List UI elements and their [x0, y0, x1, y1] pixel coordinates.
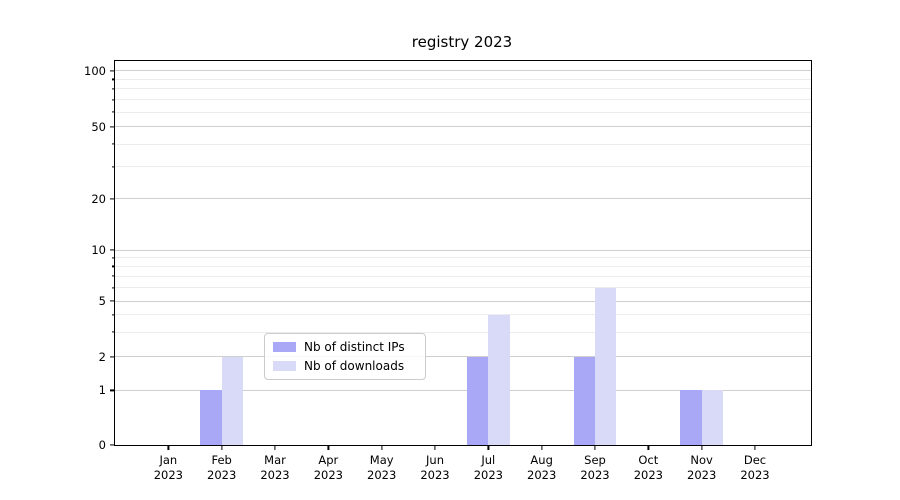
bar-distinct-ips [573, 356, 595, 445]
x-tick-label: Sep 2023 [580, 453, 610, 482]
y-tick-label: 50 [91, 119, 106, 134]
legend: Nb of distinct IPs Nb of downloads [264, 333, 426, 380]
x-tick-mark [434, 445, 436, 450]
minor-gridline [115, 99, 811, 101]
x-tick-label: Jun 2023 [420, 453, 450, 482]
y-minor-tick-mark [112, 143, 115, 145]
bar-downloads [221, 356, 243, 445]
legend-swatch-distinct-ips [273, 342, 296, 352]
x-tick-mark [381, 445, 383, 450]
x-tick-label: May 2023 [367, 453, 397, 482]
y-minor-tick-mark [112, 313, 115, 316]
x-tick-label: Nov 2023 [687, 453, 717, 482]
minor-gridline [115, 78, 811, 80]
y-tick-label: 2 [98, 349, 106, 364]
major-gridline [115, 70, 811, 72]
y-tick-label: 10 [91, 243, 106, 257]
bar-distinct-ips [467, 356, 489, 445]
y-tick-mark [110, 198, 115, 200]
bar-downloads [595, 287, 617, 445]
y-tick-label: 5 [98, 294, 106, 308]
x-tick-label: Aug 2023 [527, 453, 557, 482]
x-tick-mark [167, 445, 169, 450]
minor-gridline [115, 275, 811, 277]
x-tick-mark [754, 445, 756, 450]
major-gridline [115, 198, 811, 200]
bar-distinct-ips [200, 390, 222, 445]
y-minor-tick-mark [112, 99, 115, 101]
minor-gridline [115, 143, 811, 145]
y-tick-mark [110, 389, 115, 391]
y-tick-label: 1 [98, 383, 106, 398]
x-tick-label: Jan 2023 [153, 453, 183, 482]
legend-entry-downloads: Nb of downloads [273, 359, 415, 373]
y-minor-tick-mark [112, 88, 115, 90]
minor-gridline [115, 88, 811, 90]
y-tick-label: 100 [84, 63, 106, 78]
y-minor-tick-mark [112, 166, 115, 168]
minor-gridline [115, 265, 811, 267]
major-gridline [115, 389, 811, 391]
x-tick-label: Mar 2023 [260, 453, 290, 482]
major-gridline [115, 249, 811, 251]
y-tick-mark [110, 249, 115, 251]
x-tick-mark [487, 445, 489, 450]
minor-gridline [115, 287, 811, 289]
major-gridline [115, 126, 811, 128]
legend-label-distinct-ips: Nb of distinct IPs [304, 340, 405, 354]
major-gridline [115, 356, 811, 358]
y-tick-label: 20 [91, 191, 106, 206]
y-tick-mark [110, 356, 115, 358]
y-minor-tick-mark [112, 265, 115, 267]
bar-distinct-ips [680, 390, 702, 445]
bar-downloads [701, 390, 723, 445]
minor-gridline [115, 111, 811, 113]
y-minor-tick-mark [112, 331, 115, 333]
y-tick-label: 0 [98, 438, 106, 452]
x-tick-mark [647, 445, 649, 450]
x-tick-label: Dec 2023 [740, 453, 770, 482]
plot-area: 0 1 2 5 10 20 50 100 Jan 2023 Feb 2023 Mar 2023 Apr… [84, 60, 812, 482]
y-minor-tick-mark [112, 275, 115, 277]
x-tick-mark [594, 445, 596, 450]
y-tick-mark [110, 70, 115, 72]
minor-gridline [115, 257, 811, 259]
x-tick-mark [701, 445, 703, 450]
y-minor-tick-mark [112, 111, 115, 113]
major-gridline [115, 300, 811, 302]
x-tick-label: Apr 2023 [313, 453, 343, 482]
x-tick-label: Oct 2023 [633, 453, 663, 482]
legend-swatch-downloads [273, 361, 296, 371]
legend-entry-distinct-ips: Nb of distinct IPs [273, 340, 415, 354]
legend-label-downloads: Nb of downloads [304, 359, 405, 373]
minor-gridline [115, 331, 811, 333]
x-tick-mark [221, 445, 223, 450]
y-minor-tick-mark [112, 78, 115, 81]
y-tick-mark [110, 300, 115, 302]
x-tick-mark [274, 445, 276, 450]
x-tick-label: Feb 2023 [207, 453, 237, 482]
y-tick-mark [110, 126, 115, 128]
y-tick-mark [110, 444, 115, 446]
x-tick-mark [541, 445, 543, 450]
minor-gridline [115, 314, 811, 316]
chart-title: registry 2023 [411, 33, 513, 51]
x-tick-mark [327, 445, 329, 450]
y-minor-tick-mark [112, 286, 115, 289]
minor-gridline [115, 166, 811, 168]
bar-downloads [488, 314, 510, 445]
x-tick-label: Jul 2023 [473, 453, 503, 482]
y-minor-tick-mark [112, 257, 115, 259]
